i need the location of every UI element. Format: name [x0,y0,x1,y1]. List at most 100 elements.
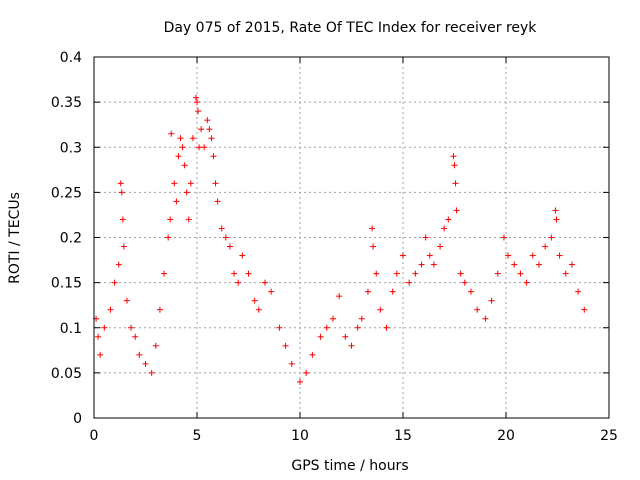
x-tick-label: 10 [291,428,309,444]
data-point [152,342,159,349]
data-point [452,180,459,187]
data-point [548,234,555,241]
data-point [517,270,524,277]
data-point [175,153,182,160]
data-point [482,315,489,322]
data-point [222,234,229,241]
data-point [422,234,429,241]
data-point [461,279,468,286]
data-point [488,297,495,304]
data-point [136,351,143,358]
data-point [218,225,225,232]
data-point [210,153,217,160]
data-point [107,306,114,313]
data-points [93,94,588,385]
data-point [505,252,512,259]
data-point [542,243,549,250]
data-point [445,216,452,223]
plot-frame [93,56,610,419]
data-point [562,270,569,277]
data-point [400,252,406,259]
data-point [119,216,126,223]
data-point [111,279,118,286]
x-tick-label: 25 [600,428,618,444]
data-point [474,306,481,313]
data-point [323,324,330,331]
data-point [128,324,135,331]
x-tick-label: 5 [193,428,202,444]
data-point [208,135,215,142]
data-point [171,180,178,187]
data-point [535,261,542,268]
data-point [393,270,400,277]
data-point [181,162,188,169]
data-point [451,162,458,169]
data-point [552,207,559,214]
data-point [309,351,316,358]
data-point [268,288,275,295]
data-point [556,252,563,259]
data-point [97,351,104,358]
data-point [251,297,258,304]
data-point [167,216,174,223]
y-tick-label: 0.1 [60,321,82,337]
data-point [115,261,122,268]
data-point [120,243,127,250]
y-tick-label: 0.3 [60,140,82,156]
data-point [494,270,501,277]
data-point [231,270,238,277]
y-tick-label: 0.25 [51,185,82,201]
data-point [553,216,560,223]
data-point [239,252,246,259]
data-point [142,360,149,367]
data-point [370,243,377,250]
data-point [437,243,444,250]
data-point [245,270,252,277]
data-point [206,126,213,133]
data-point [95,333,102,340]
data-point [336,293,343,300]
data-point [430,261,437,268]
data-point [204,117,211,124]
data-point [412,270,419,277]
data-point [377,306,384,313]
data-point [317,333,324,340]
data-point [373,270,380,277]
y-tick-label: 0.4 [60,50,82,66]
x-tick-label: 0 [90,428,99,444]
data-point [500,234,507,241]
data-point [342,333,349,340]
data-point [214,198,221,205]
data-point [441,225,448,232]
data-point [101,324,108,331]
data-point [418,261,425,268]
data-point [148,369,155,376]
grid-lines [94,57,609,418]
data-point [297,378,303,385]
data-point [575,288,582,295]
data-point [255,306,262,313]
data-point [165,234,172,241]
x-axis: 0 5 10 15 20 25 [90,57,618,444]
data-point [426,252,433,259]
data-point [389,288,396,295]
data-point [117,180,124,187]
x-tick-label: 15 [394,428,412,444]
data-point [195,108,202,115]
data-point [581,306,588,313]
y-tick-label: 0.2 [60,231,82,247]
data-point [173,198,180,205]
data-point [123,297,130,304]
data-point [118,189,125,196]
data-point [212,180,219,187]
data-point [453,207,460,214]
y-tick-label: 0.35 [51,95,82,111]
data-point [161,270,168,277]
data-point [383,324,390,331]
data-point [194,99,200,106]
data-point [168,130,175,137]
data-point [511,261,518,268]
data-point [282,342,289,349]
x-axis-label: GPS time / hours [291,458,408,474]
